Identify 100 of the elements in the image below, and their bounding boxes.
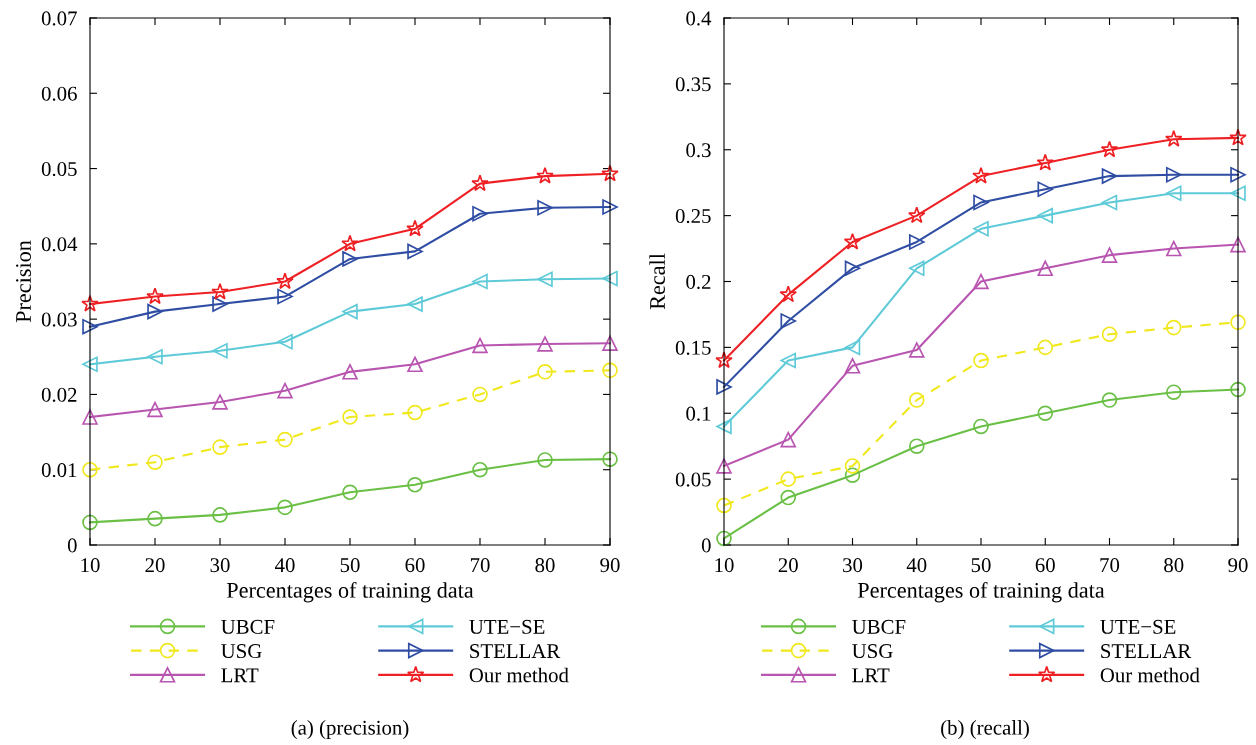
legend-label: STELLAR: [1101, 644, 1192, 659]
legend-label: UBCF: [221, 619, 275, 634]
point: [908, 392, 925, 408]
point: [342, 409, 358, 425]
y-tick-label: 0.01: [41, 463, 77, 478]
point: [537, 336, 553, 352]
y-axis-title: Recall: [649, 253, 665, 310]
point: [82, 356, 98, 373]
point: [1100, 140, 1119, 158]
point: [212, 342, 228, 359]
point: [780, 431, 797, 448]
point: [1229, 128, 1247, 146]
point: [407, 243, 423, 260]
point: [844, 467, 861, 483]
x-tick-label: 80: [535, 558, 555, 573]
point: [907, 206, 926, 224]
point: [908, 438, 925, 454]
point: [472, 386, 488, 403]
point: [341, 234, 359, 252]
point: [277, 333, 293, 350]
point: [147, 510, 163, 527]
y-tick-label: 0.02: [41, 387, 77, 402]
x-tick-label: 90: [600, 558, 620, 573]
x-tick-label: 60: [405, 558, 425, 573]
point: [212, 394, 228, 410]
point: [147, 303, 163, 320]
y-tick-label: 0.05: [675, 472, 711, 487]
x-tick-label: 80: [1164, 558, 1184, 573]
point: [716, 418, 732, 435]
legend-label: STELLAR: [470, 644, 561, 659]
point: [908, 260, 925, 277]
point: [146, 287, 164, 305]
point: [973, 194, 989, 211]
legend-label: USG: [221, 644, 262, 659]
point: [1101, 194, 1118, 211]
x-tick-label: 60: [1035, 558, 1055, 573]
x-tick-label: 50: [340, 558, 360, 573]
y-tick-label: 0.35: [675, 77, 711, 92]
x-tick-label: 30: [843, 558, 863, 573]
point: [537, 452, 553, 468]
point: [407, 404, 423, 421]
y-tick-label: 0.2: [686, 274, 711, 290]
point: [147, 454, 163, 470]
point: [1164, 130, 1183, 147]
point: [1230, 314, 1246, 331]
point: [602, 335, 618, 352]
y-tick-label: 0.4: [686, 11, 712, 26]
y-tick-label: 0.25: [675, 209, 711, 224]
point: [277, 431, 293, 448]
point: [1165, 167, 1182, 183]
point: [406, 219, 424, 237]
point: [212, 439, 228, 455]
point: [715, 351, 733, 369]
point: [779, 285, 798, 303]
legend-label: LRT: [221, 668, 259, 683]
point: [908, 342, 925, 358]
point: [972, 166, 990, 184]
point: [1230, 236, 1246, 253]
x-tick-label: 40: [906, 558, 927, 573]
point: [276, 272, 294, 290]
point: [277, 382, 293, 399]
point: [1101, 168, 1118, 184]
point: [716, 458, 732, 474]
x-tick-label: 10: [715, 558, 734, 573]
point: [472, 337, 488, 354]
point: [844, 339, 861, 356]
point: [82, 409, 98, 425]
point: [472, 461, 488, 478]
point: [342, 484, 358, 501]
point: [82, 514, 98, 531]
point: [780, 313, 797, 329]
point: [716, 497, 732, 514]
point: [147, 401, 163, 418]
y-tick-label: 0.05: [41, 161, 77, 177]
point: [780, 352, 797, 369]
point: [472, 273, 488, 290]
x-tick-label: 70: [470, 558, 490, 573]
point: [844, 458, 861, 474]
point: [1165, 185, 1182, 202]
point: [973, 418, 989, 435]
y-tick-label: 0.04: [41, 237, 78, 252]
legend-label: LRT: [852, 668, 890, 683]
point: [1165, 240, 1182, 257]
point: [1101, 326, 1118, 342]
point: [1230, 381, 1246, 398]
x-tick-label: 90: [1228, 558, 1248, 573]
point: [1037, 339, 1054, 356]
legend-label: Our method: [1100, 667, 1200, 683]
point: [471, 174, 489, 192]
y-tick-label: 0: [701, 538, 711, 553]
point: [1165, 319, 1182, 336]
text: (a) (precision): [291, 720, 409, 739]
y-tick-label: 0.15: [675, 340, 711, 355]
point: [1165, 384, 1182, 400]
point: [602, 270, 618, 287]
text: (b) (recall): [941, 720, 1029, 739]
point: [973, 221, 989, 237]
point: [843, 232, 862, 250]
point: [82, 318, 98, 335]
point: [1037, 181, 1054, 198]
